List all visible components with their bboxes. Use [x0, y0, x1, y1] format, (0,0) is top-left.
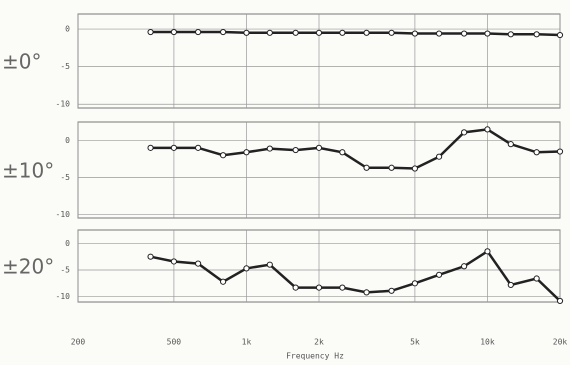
data-point [411, 30, 419, 37]
response-line [150, 249, 561, 302]
data-point [556, 297, 564, 305]
data-point [363, 289, 370, 296]
data-point [533, 31, 540, 38]
x-tick-label: 1k [242, 338, 252, 347]
data-point [315, 284, 323, 291]
panel-label: ±20° [2, 255, 54, 279]
data-point [170, 258, 178, 265]
data-point [460, 263, 468, 270]
data-point [292, 284, 299, 291]
data-point [147, 144, 154, 151]
data-point [363, 29, 370, 36]
data-point [363, 164, 370, 171]
y-tick-label: -10 [56, 100, 71, 109]
data-point [435, 30, 443, 37]
data-point [435, 153, 443, 160]
data-point [507, 141, 514, 148]
data-point [194, 28, 202, 36]
data-point [484, 126, 491, 133]
response-line [150, 30, 561, 37]
data-point [388, 29, 395, 36]
y-tick-label: 0 [65, 136, 70, 145]
data-point [556, 148, 564, 155]
x-tick-label: 20k [553, 338, 568, 347]
y-tick-label: 0 [65, 25, 70, 34]
data-point [219, 152, 227, 159]
panel-label: ±0° [2, 50, 41, 74]
data-point [170, 144, 178, 151]
data-point [292, 146, 299, 154]
x-tick-label: 5k [410, 338, 420, 347]
data-point [243, 149, 250, 156]
data-point [533, 275, 540, 282]
data-point [315, 29, 323, 36]
data-point [339, 29, 346, 36]
data-point [507, 281, 514, 289]
data-point [219, 278, 227, 285]
y-tick-label: -5 [60, 173, 70, 182]
data-point [556, 31, 564, 39]
data-point [292, 29, 299, 36]
data-point [435, 271, 443, 278]
data-point [411, 280, 419, 287]
data-point [219, 28, 227, 36]
data-point [484, 248, 491, 255]
data-point [460, 30, 468, 37]
data-point [507, 31, 514, 38]
x-axis-label: Frequency Hz [286, 352, 344, 361]
data-point [411, 165, 419, 172]
x-tick-label: 2k [314, 338, 324, 347]
data-point [315, 144, 323, 151]
response-line [150, 128, 561, 170]
panel-label: ±10° [2, 159, 54, 183]
y-tick-label: 0 [65, 239, 70, 248]
data-point [170, 28, 178, 36]
data-point [460, 129, 468, 136]
data-point [147, 28, 154, 36]
data-point [388, 164, 395, 171]
data-point [533, 149, 540, 156]
y-tick-label: -10 [56, 210, 71, 219]
data-point [194, 144, 202, 151]
data-point [339, 284, 346, 291]
data-point [194, 260, 202, 267]
x-tick-label: 10k [480, 338, 495, 347]
data-point [484, 30, 491, 37]
data-point [243, 29, 250, 36]
y-tick-label: -5 [60, 62, 70, 71]
data-point [388, 287, 395, 294]
data-point [243, 265, 250, 272]
y-tick-label: -10 [56, 292, 71, 301]
data-point [147, 253, 154, 260]
data-point [266, 261, 273, 268]
data-point [266, 29, 273, 36]
data-point [339, 149, 346, 156]
x-tick-label: 500 [167, 338, 182, 347]
data-point [266, 145, 273, 152]
y-tick-label: -5 [60, 266, 70, 275]
x-tick-label: 200 [71, 338, 86, 347]
